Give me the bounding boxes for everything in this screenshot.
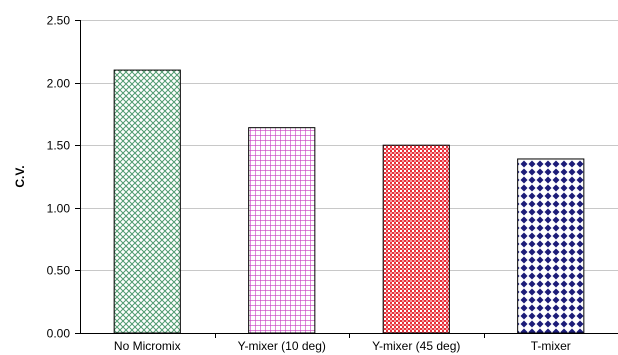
bar-3 [382,144,450,334]
y-tick-label: 1.50 [47,139,71,153]
y-tick-label: 1.00 [47,202,71,216]
y-tick-label: 2.00 [47,77,71,91]
y-tick-label: 0.00 [47,327,71,341]
bar-2 [248,127,316,334]
x-category-label: Y-mixer (10 deg) [238,339,326,353]
bars [113,69,585,334]
y-tick-label: 0.50 [47,264,71,278]
bar-1 [113,69,181,334]
x-category-label: Y-mixer (45 deg) [372,339,460,353]
y-axis-title: C.V. [13,165,27,187]
x-category-label: No Micromix [114,339,181,353]
labels: 0.00 0.50 1.00 1.50 2.00 2.50 No Micromix Y-mix… [47,14,571,354]
x-category-label: T-mixer [531,339,571,353]
y-tick-label: 2.50 [47,14,71,28]
bar-4 [517,158,585,334]
